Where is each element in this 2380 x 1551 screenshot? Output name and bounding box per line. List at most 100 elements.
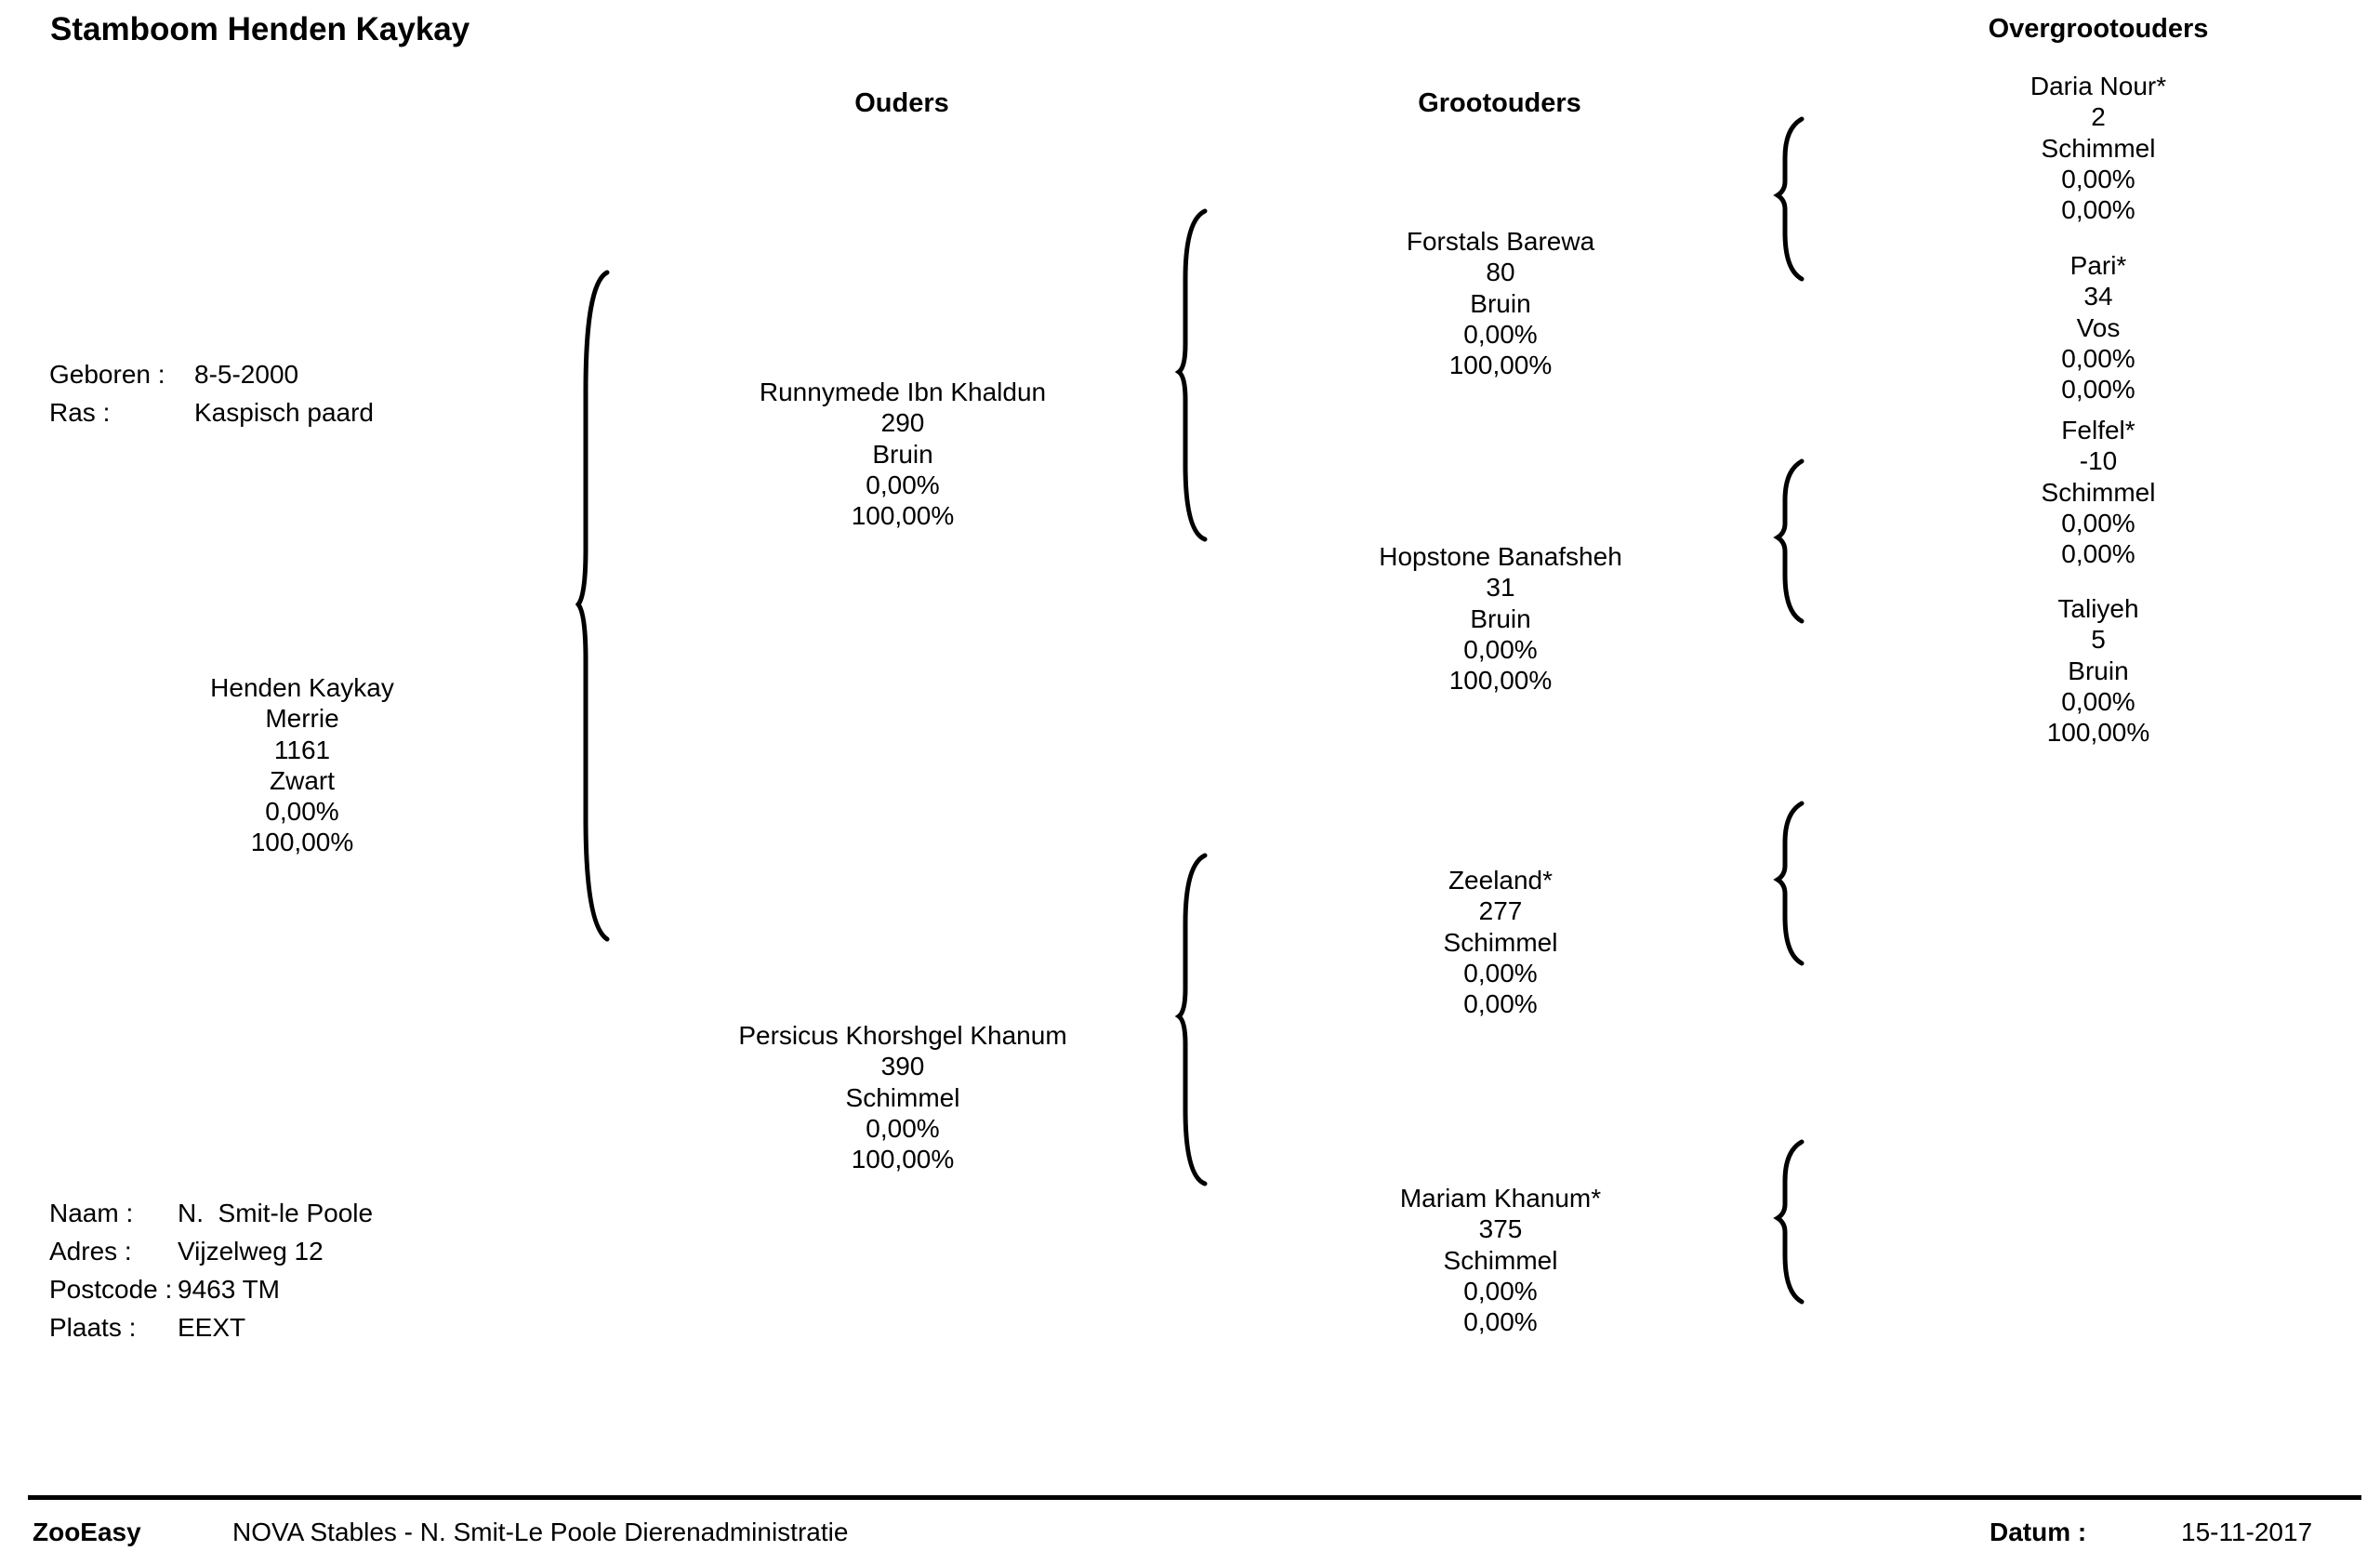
- owner-city-value: EEXT: [178, 1313, 246, 1342]
- owner-name-row: Naam : N. Smit-le Poole: [49, 1194, 373, 1232]
- born-row: Geboren : 8-5-2000: [49, 355, 374, 393]
- great-grandparent-4: Taliyeh 5 Bruin 0,00% 100,00%: [2047, 593, 2150, 748]
- owner-info: Naam : N. Smit-le Poole Adres : Vijzelweg …: [49, 1194, 373, 1346]
- great-grandparent-color: Vos: [2076, 312, 2121, 342]
- grandparent-pct-2: 0,00%: [1463, 1307, 1538, 1337]
- great-grandparent-pct-2: 0,00%: [2061, 195, 2135, 225]
- great-grandparent-number: 5: [2091, 625, 2106, 655]
- owner-postcode-value: 9463 TM: [178, 1275, 280, 1304]
- great-grandparent-name: Taliyeh: [2057, 594, 2139, 623]
- grandparent-pct-2: 100,00%: [1448, 666, 1553, 696]
- great-grandparent-number: -10: [2079, 446, 2118, 476]
- grandparent-pct-1: 0,00%: [1463, 634, 1538, 664]
- owner-city-label: Plaats :: [49, 1313, 137, 1342]
- footer-organization: NOVA Stables - N. Smit-Le Poole Dierenad…: [232, 1518, 849, 1546]
- grandparent-name: Mariam Khanum*: [1399, 1184, 1602, 1213]
- footer-date-label: Datum :: [1990, 1518, 2087, 1546]
- owner-postcode-label: Postcode :: [49, 1275, 173, 1304]
- grandparent-4: Mariam Khanum* 375 Schimmel 0,00% 0,00%: [1400, 1183, 1601, 1337]
- breed-row: Ras : Kaspisch paard: [49, 393, 374, 431]
- brace-grandparent-4: [1773, 1139, 1805, 1305]
- parent-sire: Runnymede Ibn Khaldun 290 Bruin 0,00% 10…: [760, 377, 1046, 531]
- owner-city-row: Plaats : EEXT: [49, 1308, 373, 1346]
- grandparent-pct-2: 100,00%: [1448, 351, 1553, 380]
- great-grandparent-name: Pari*: [2069, 251, 2127, 280]
- brace-dam: [1174, 853, 1208, 1186]
- grandparent-name: Forstals Barewa: [1406, 227, 1595, 256]
- brace-subject: [575, 270, 610, 942]
- footer-brand: ZooEasy: [33, 1518, 141, 1546]
- footer-date-value: 15-11-2017: [2181, 1518, 2313, 1546]
- subject-name: Henden Kaykay: [210, 673, 394, 702]
- parent-pct-1: 0,00%: [866, 470, 940, 499]
- great-grandparent-pct-2: 100,00%: [2046, 718, 2150, 748]
- born-value: 8-5-2000: [194, 360, 299, 389]
- subject-color: Zwart: [270, 765, 335, 795]
- great-grandparent-number: 34: [2083, 282, 2113, 312]
- great-grandparent-number: 2: [2091, 102, 2106, 132]
- brace-sire: [1174, 208, 1208, 542]
- great-grandparent-pct-1: 0,00%: [2061, 508, 2135, 537]
- footer-rule: [28, 1495, 2361, 1500]
- owner-address-row: Adres : Vijzelweg 12: [49, 1232, 373, 1270]
- grandparent-1: Forstals Barewa 80 Bruin 0,00% 100,00%: [1407, 226, 1594, 380]
- subject-animal: Henden Kaykay Merrie 1161 Zwart 0,00% 10…: [210, 672, 394, 858]
- grandparent-color: Schimmel: [1443, 927, 1558, 957]
- breed-label: Ras :: [49, 398, 111, 427]
- great-grandparent-pct-2: 0,00%: [2061, 539, 2135, 569]
- owner-postcode-row: Postcode :9463 TM: [49, 1270, 373, 1308]
- great-grandparent-2: Pari* 34 Vos 0,00% 0,00%: [2061, 250, 2135, 404]
- subject-sex: Merrie: [265, 704, 339, 734]
- column-header-ouders: Ouders: [854, 88, 949, 118]
- parent-pct-1: 0,00%: [866, 1113, 940, 1143]
- grandparent-number: 375: [1478, 1214, 1523, 1244]
- parent-pct-2: 100,00%: [851, 501, 955, 531]
- parent-color: Bruin: [872, 439, 933, 469]
- great-grandparent-3: Felfel* -10 Schimmel 0,00% 0,00%: [2042, 415, 2156, 569]
- great-grandparent-pct-1: 0,00%: [2061, 164, 2135, 193]
- grandparent-2: Hopstone Banafsheh 31 Bruin 0,00% 100,00…: [1379, 541, 1622, 696]
- birth-info: Geboren : 8-5-2000 Ras : Kaspisch paard: [49, 355, 374, 431]
- brace-grandparent-2: [1773, 458, 1805, 624]
- great-grandparent-color: Schimmel: [2041, 133, 2156, 163]
- parent-name: Persicus Khorshgel Khanum: [738, 1021, 1067, 1050]
- parent-color: Schimmel: [845, 1082, 960, 1112]
- born-label: Geboren :: [49, 360, 165, 389]
- great-grandparent-pct-1: 0,00%: [2061, 686, 2135, 716]
- parent-number: 390: [880, 1052, 925, 1081]
- great-grandparent-pct-2: 0,00%: [2061, 375, 2135, 404]
- parent-name: Runnymede Ibn Khaldun: [759, 378, 1047, 406]
- great-grandparent-pct-1: 0,00%: [2061, 343, 2135, 373]
- owner-address-label: Adres :: [49, 1237, 132, 1266]
- owner-address-value: Vijzelweg 12: [178, 1237, 324, 1266]
- brace-grandparent-1: [1773, 116, 1805, 282]
- grandparent-name: Zeeland*: [1448, 866, 1554, 895]
- brace-grandparent-3: [1773, 801, 1805, 966]
- grandparent-3: Zeeland* 277 Schimmel 0,00% 0,00%: [1444, 865, 1558, 1019]
- great-grandparent-name: Felfel*: [2061, 416, 2135, 444]
- grandparent-number: 80: [1486, 258, 1515, 287]
- grandparent-color: Bruin: [1470, 288, 1531, 318]
- great-grandparent-1: Daria Nour* 2 Schimmel 0,00% 0,00%: [2030, 71, 2166, 225]
- grandparent-name: Hopstone Banafsheh: [1379, 542, 1622, 571]
- parent-dam: Persicus Khorshgel Khanum 390 Schimmel 0…: [738, 1020, 1066, 1174]
- parent-pct-2: 100,00%: [851, 1145, 955, 1174]
- grandparent-number: 31: [1486, 573, 1515, 603]
- parent-number: 290: [880, 408, 925, 438]
- subject-pct-1: 0,00%: [265, 797, 339, 827]
- subject-pct-2: 100,00%: [250, 828, 354, 857]
- grandparent-pct-2: 0,00%: [1463, 989, 1538, 1019]
- subject-number: 1161: [273, 735, 331, 764]
- page-title: Stamboom Henden Kaykay: [50, 11, 470, 47]
- grandparent-pct-1: 0,00%: [1463, 958, 1538, 988]
- column-header-grootouders: Grootouders: [1418, 88, 1581, 118]
- grandparent-pct-1: 0,00%: [1463, 319, 1538, 349]
- great-grandparent-name: Daria Nour*: [2030, 72, 2167, 100]
- owner-name-value: N. Smit-le Poole: [178, 1199, 374, 1227]
- great-grandparent-color: Bruin: [2068, 656, 2129, 685]
- owner-name-label: Naam :: [49, 1199, 134, 1227]
- breed-value: Kaspisch paard: [194, 398, 375, 427]
- grandparent-color: Bruin: [1470, 603, 1531, 633]
- grandparent-number: 277: [1478, 896, 1523, 926]
